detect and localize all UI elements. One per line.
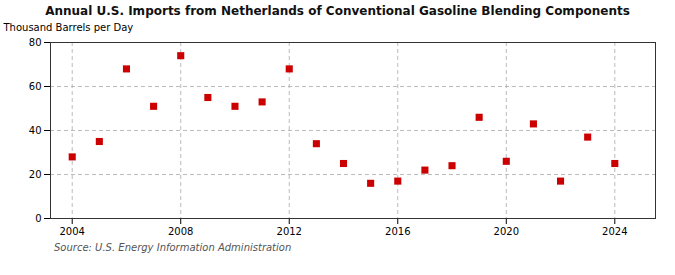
svg-text:60: 60	[29, 81, 42, 92]
svg-text:0: 0	[35, 213, 41, 224]
svg-text:2016: 2016	[385, 226, 410, 237]
svg-text:Thousand Barrels per Day: Thousand Barrels per Day	[3, 22, 134, 33]
svg-text:20: 20	[29, 169, 42, 180]
svg-text:80: 80	[29, 37, 42, 48]
html-text:Source: U.S. Energy Informatio: Source: U.S. Energy Information Administ…	[54, 242, 292, 253]
svg-text:2012: 2012	[277, 226, 302, 237]
svg-text:2008: 2008	[168, 226, 193, 237]
svg-text:2020: 2020	[494, 226, 519, 237]
svg-text:2024: 2024	[602, 226, 627, 237]
svg-text:2004: 2004	[59, 226, 84, 237]
svg-text:40: 40	[29, 125, 42, 136]
html-text:Annual U.S. Imports from Nethe: Annual U.S. Imports from Netherlands of …	[45, 4, 630, 18]
